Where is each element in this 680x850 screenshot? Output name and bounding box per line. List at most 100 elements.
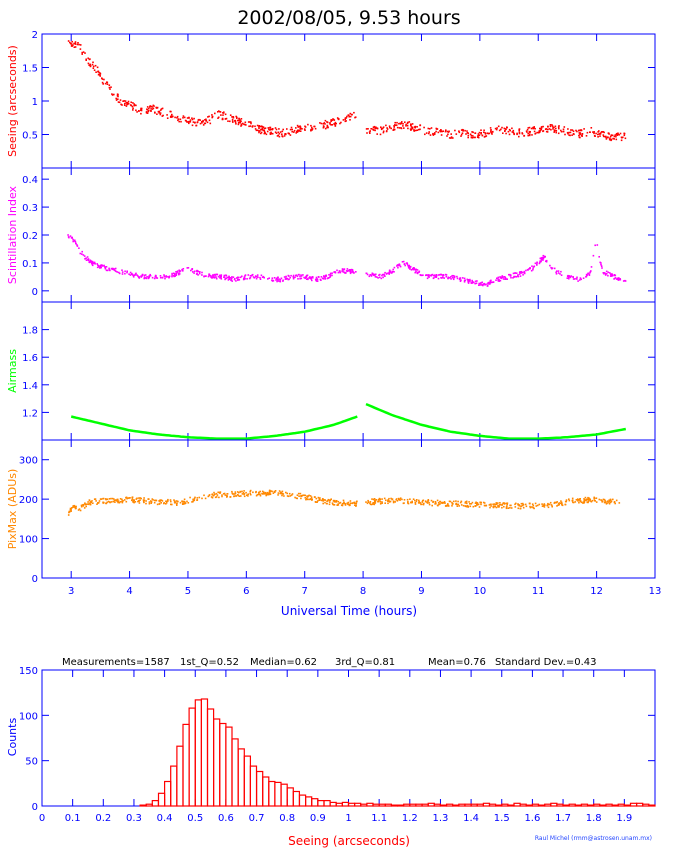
data-point	[258, 130, 260, 132]
data-point	[262, 491, 265, 493]
data-point	[608, 499, 610, 501]
data-point	[341, 270, 343, 272]
histogram-bar	[157, 792, 166, 807]
data-point	[165, 275, 168, 277]
data-point	[192, 499, 195, 502]
data-point	[497, 279, 499, 282]
data-point	[476, 280, 478, 282]
data-point	[142, 500, 145, 502]
data-point	[529, 505, 531, 508]
data-point	[278, 135, 281, 138]
histogram-bar	[396, 804, 405, 807]
data-point	[309, 277, 312, 280]
data-point	[72, 240, 74, 243]
data-point	[74, 41, 77, 43]
data-point	[236, 278, 239, 280]
data-point	[294, 496, 296, 499]
data-point	[119, 99, 122, 101]
data-point	[450, 136, 453, 138]
data-point	[499, 277, 502, 279]
data-point	[344, 503, 347, 505]
data-point	[243, 278, 246, 280]
data-point	[198, 496, 201, 499]
data-point	[233, 493, 236, 495]
data-point	[353, 111, 355, 114]
data-point	[555, 131, 557, 134]
data-point	[285, 275, 287, 278]
data-point	[477, 136, 480, 139]
data-point	[540, 257, 542, 259]
data-point	[484, 284, 486, 286]
data-point	[576, 276, 578, 279]
data-point	[592, 254, 595, 257]
data-point	[613, 501, 616, 504]
data-point	[471, 279, 473, 282]
data-point	[419, 124, 421, 127]
data-point	[403, 263, 406, 265]
data-point	[578, 501, 580, 504]
data-point	[466, 278, 469, 281]
data-point	[236, 117, 238, 119]
data-point	[342, 119, 345, 121]
data-point	[267, 127, 270, 129]
data-point	[261, 493, 264, 495]
data-point	[285, 277, 287, 279]
data-point	[469, 503, 471, 505]
data-point	[433, 274, 435, 277]
data-point	[341, 503, 344, 505]
data-point	[576, 278, 578, 280]
data-point	[260, 128, 262, 131]
data-point	[79, 44, 82, 46]
data-point	[351, 502, 354, 505]
data-point	[183, 500, 185, 503]
data-point	[299, 275, 301, 278]
data-point	[492, 503, 494, 506]
data-point	[544, 504, 546, 506]
data-point	[561, 503, 563, 505]
histogram-bar	[213, 718, 221, 807]
data-point	[490, 129, 492, 131]
x-tick-label: 1.6	[524, 813, 540, 824]
data-point	[600, 499, 602, 501]
data-point	[218, 491, 220, 494]
data-point	[234, 121, 237, 123]
data-point	[164, 277, 166, 280]
data-point	[274, 490, 277, 492]
data-point	[370, 274, 372, 276]
data-point	[191, 501, 193, 503]
data-point	[529, 267, 531, 269]
data-point	[469, 278, 471, 281]
data-point	[533, 130, 536, 133]
data-point	[201, 497, 203, 500]
data-point	[165, 500, 168, 503]
data-point	[305, 275, 308, 277]
data-point	[245, 491, 247, 494]
data-point	[460, 135, 462, 137]
data-point	[153, 105, 155, 107]
data-point	[611, 275, 614, 277]
data-point	[263, 127, 266, 130]
data-point	[106, 269, 109, 272]
data-point	[93, 262, 95, 264]
data-point	[272, 492, 275, 494]
data-point	[384, 502, 386, 504]
data-point	[98, 71, 100, 74]
data-point	[171, 275, 173, 278]
data-point	[605, 138, 608, 140]
x-tick-label: 0.8	[279, 813, 295, 824]
data-point	[549, 125, 552, 128]
data-point	[411, 126, 414, 129]
data-point	[234, 491, 237, 493]
data-point	[154, 111, 156, 114]
data-point	[377, 500, 379, 503]
data-point	[514, 272, 516, 274]
data-point	[248, 277, 251, 280]
data-point	[310, 124, 312, 127]
data-point	[181, 500, 183, 502]
data-point	[323, 499, 326, 501]
x-tick-label: 1.7	[555, 813, 571, 824]
data-point	[557, 272, 560, 274]
data-point	[498, 129, 501, 132]
data-point	[501, 503, 503, 506]
data-point	[224, 277, 227, 280]
